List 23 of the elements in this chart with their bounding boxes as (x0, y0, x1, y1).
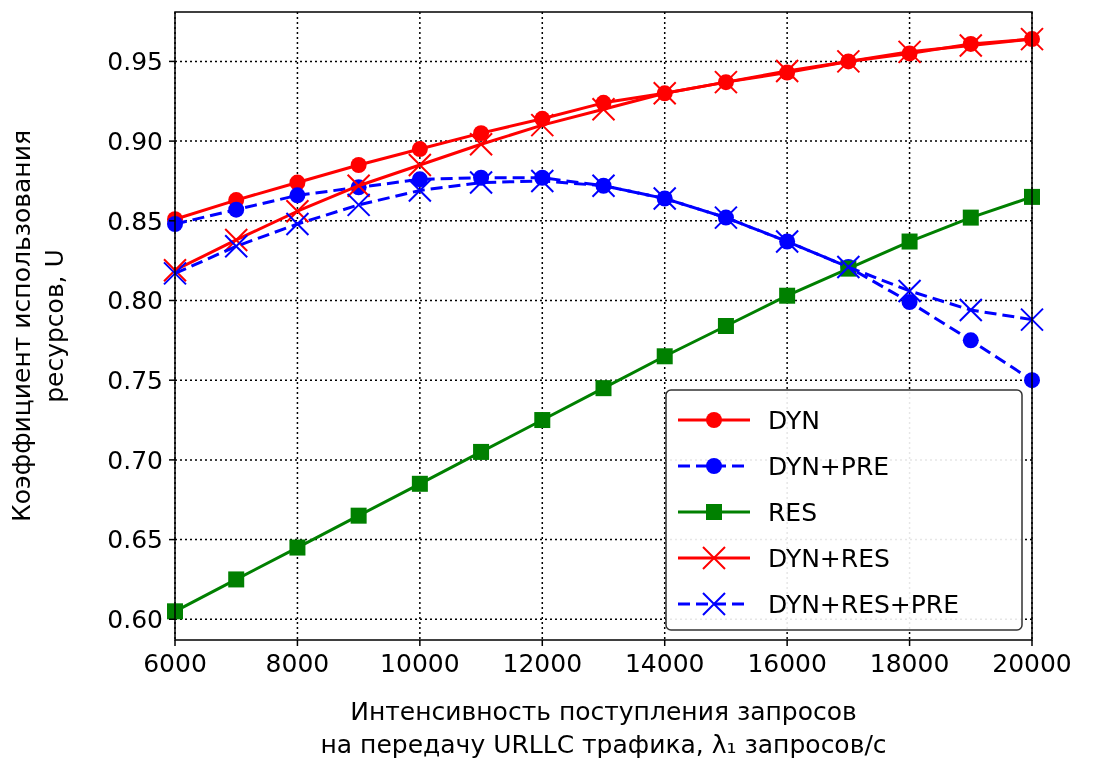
x-tick-label: 18000 (869, 649, 950, 678)
y-tick-label: 0.85 (107, 206, 163, 236)
x-tick-label: 14000 (624, 649, 705, 678)
legend-label: DYN+RES (768, 543, 890, 573)
x-axis-title: Интенсивность поступления запросов на передачу URLLC трафика, λ₁ запросов/с (320, 697, 887, 759)
y-tick-label: 0.75 (107, 365, 163, 395)
x-tick-label: 10000 (380, 649, 460, 678)
x-tick-label: 8000 (265, 649, 330, 678)
legend-label: DYN+RES+PRE (768, 589, 960, 619)
y-tick-label: 0.90 (107, 126, 163, 156)
y-axis-title: Коэффициент использования ресурсов, U (7, 130, 69, 522)
x-tick-label: 16000 (747, 649, 827, 678)
y-tick-label: 0.65 (107, 525, 163, 555)
y-tick-label: 0.80 (107, 286, 163, 316)
x-tick-label: 20000 (992, 649, 1072, 678)
y-tick-label: 0.60 (107, 605, 163, 635)
y-tick-label: 0.95 (107, 47, 163, 77)
legend-label: DYN (768, 405, 820, 435)
y-tick-label: 0.70 (107, 445, 163, 475)
legend-label: DYN+PRE (768, 451, 890, 481)
legend-label: RES (768, 497, 818, 527)
x-tick-label: 6000 (143, 649, 207, 678)
x-tick-label: 12000 (502, 649, 583, 678)
